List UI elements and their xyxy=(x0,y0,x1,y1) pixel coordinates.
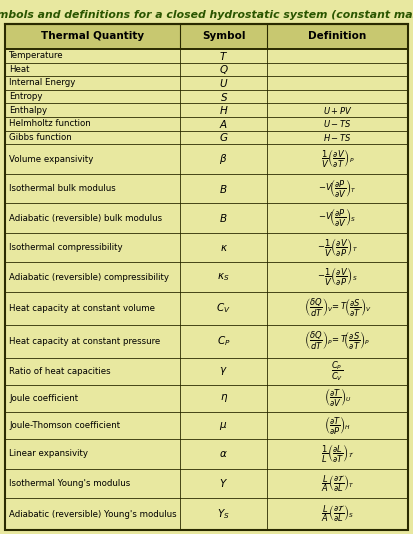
Text: Helmholtz function: Helmholtz function xyxy=(9,119,91,128)
Text: $\kappa_S$: $\kappa_S$ xyxy=(217,271,230,283)
Text: $H$: $H$ xyxy=(219,104,228,116)
Text: Joule-Thomson coefficient: Joule-Thomson coefficient xyxy=(9,421,120,430)
Text: Adiabatic (reversible) compressibility: Adiabatic (reversible) compressibility xyxy=(9,272,169,281)
Text: Heat capacity at constant pressure: Heat capacity at constant pressure xyxy=(9,336,160,345)
Text: $\dfrac{1}{L}\left(\dfrac{\partial L}{\partial T}\right)_{\mathcal{T}}$: $\dfrac{1}{L}\left(\dfrac{\partial L}{\p… xyxy=(320,443,354,465)
Text: $\alpha$: $\alpha$ xyxy=(219,449,228,459)
Bar xyxy=(5,233,408,262)
Text: Isothermal bulk modulus: Isothermal bulk modulus xyxy=(9,184,116,193)
Text: $T$: $T$ xyxy=(219,50,228,62)
Bar xyxy=(5,325,408,358)
Text: $\dfrac{1}{V}\left(\dfrac{\partial V}{\partial T}\right)_P$: $\dfrac{1}{V}\left(\dfrac{\partial V}{\p… xyxy=(320,148,354,170)
Text: Gibbs function: Gibbs function xyxy=(9,133,72,142)
Text: $B$: $B$ xyxy=(219,183,228,194)
Bar xyxy=(5,76,408,90)
Text: Enthalpy: Enthalpy xyxy=(9,106,47,115)
Bar xyxy=(5,144,408,174)
Text: $\gamma$: $\gamma$ xyxy=(219,365,228,377)
Text: Ratio of heat capacities: Ratio of heat capacities xyxy=(9,367,111,375)
Text: $-\dfrac{1}{V}\left(\dfrac{\partial V}{\partial P}\right)_S$: $-\dfrac{1}{V}\left(\dfrac{\partial V}{\… xyxy=(317,266,358,288)
Text: $S$: $S$ xyxy=(219,91,228,103)
Text: Temperature: Temperature xyxy=(9,51,64,60)
Text: $\dfrac{C_P}{C_V}$: $\dfrac{C_P}{C_V}$ xyxy=(331,359,344,383)
Bar xyxy=(5,439,408,469)
Text: Linear expansivity: Linear expansivity xyxy=(9,450,88,459)
Text: $-V\!\left(\dfrac{\partial P}{\partial V}\right)_S$: $-V\!\left(\dfrac{\partial P}{\partial V… xyxy=(318,207,357,229)
Bar xyxy=(5,131,408,144)
Text: Isothermal compressibility: Isothermal compressibility xyxy=(9,243,123,252)
Bar xyxy=(5,117,408,131)
Text: Symbol: Symbol xyxy=(202,32,245,42)
Text: $B$: $B$ xyxy=(219,212,228,224)
Text: $\mu$: $\mu$ xyxy=(219,420,228,431)
Bar xyxy=(5,385,408,412)
Bar xyxy=(5,262,408,292)
Text: Heat capacity at constant volume: Heat capacity at constant volume xyxy=(9,304,155,313)
Bar xyxy=(5,358,408,385)
Bar xyxy=(5,469,408,498)
Text: $U + PV$: $U + PV$ xyxy=(323,105,352,116)
Text: $Q$: $Q$ xyxy=(219,63,228,76)
Bar xyxy=(5,412,408,439)
Text: $-\dfrac{1}{V}\left(\dfrac{\partial V}{\partial P}\right)_T$: $-\dfrac{1}{V}\left(\dfrac{\partial V}{\… xyxy=(317,237,358,258)
Bar xyxy=(5,203,408,233)
Text: $U - TS$: $U - TS$ xyxy=(323,119,352,129)
Text: Heat: Heat xyxy=(9,65,29,74)
Text: $\beta$: $\beta$ xyxy=(219,152,228,166)
Text: $U$: $U$ xyxy=(219,77,228,89)
Text: $\kappa$: $\kappa$ xyxy=(220,242,228,253)
Text: Definition: Definition xyxy=(309,32,367,42)
Bar xyxy=(5,104,408,117)
Text: $C_P$: $C_P$ xyxy=(217,334,230,348)
Bar xyxy=(5,24,408,49)
Text: $\eta$: $\eta$ xyxy=(220,392,228,404)
Text: $\left(\dfrac{\delta Q}{dT}\right)_P\!=T\!\left(\dfrac{\partial S}{\partial T}\r: $\left(\dfrac{\delta Q}{dT}\right)_P\!=T… xyxy=(304,330,371,352)
Bar xyxy=(5,292,408,325)
Text: Joule coefficient: Joule coefficient xyxy=(9,394,78,403)
Bar xyxy=(5,62,408,76)
Text: Internal Energy: Internal Energy xyxy=(9,78,76,88)
Text: $Y_S$: $Y_S$ xyxy=(217,507,230,521)
Text: $-V\!\left(\dfrac{\partial P}{\partial V}\right)_T$: $-V\!\left(\dfrac{\partial P}{\partial V… xyxy=(318,177,357,200)
Text: $\left(\dfrac{\partial T}{\partial P}\right)_H$: $\left(\dfrac{\partial T}{\partial P}\ri… xyxy=(324,414,351,437)
Text: $\dfrac{L}{A}\left(\dfrac{\partial \mathcal{T}}{\partial L}\right)_T$: $\dfrac{L}{A}\left(\dfrac{\partial \math… xyxy=(321,473,354,494)
Text: Adiabatic (reversible) Young's modulus: Adiabatic (reversible) Young's modulus xyxy=(9,509,177,519)
Text: Symbols and definitions for a closed hydrostatic system (constant mass): Symbols and definitions for a closed hyd… xyxy=(0,10,413,20)
Text: $Y$: $Y$ xyxy=(219,477,228,490)
Text: $C_V$: $C_V$ xyxy=(216,301,231,315)
Text: $\left(\dfrac{\partial T}{\partial V}\right)_U$: $\left(\dfrac{\partial T}{\partial V}\ri… xyxy=(324,387,351,410)
Text: $A$: $A$ xyxy=(219,118,228,130)
Bar xyxy=(5,90,408,104)
Text: $H - TS$: $H - TS$ xyxy=(323,132,352,143)
Text: Volume expansivity: Volume expansivity xyxy=(9,154,93,163)
Text: $\dfrac{L}{A}\left(\dfrac{\partial \mathcal{T}}{\partial L}\right)_S$: $\dfrac{L}{A}\left(\dfrac{\partial \math… xyxy=(321,504,354,524)
Text: Isothermal Young's modulus: Isothermal Young's modulus xyxy=(9,479,130,488)
Text: $G$: $G$ xyxy=(219,131,228,144)
Bar xyxy=(5,49,408,62)
Bar xyxy=(5,498,408,530)
Bar xyxy=(5,174,408,203)
Text: Adiabatic (reversible) bulk modulus: Adiabatic (reversible) bulk modulus xyxy=(9,214,162,223)
Text: Thermal Quantity: Thermal Quantity xyxy=(41,32,144,42)
Text: $\left(\dfrac{\delta Q}{dT}\right)_V\!=T\!\left(\dfrac{\partial S}{\partial T}\r: $\left(\dfrac{\delta Q}{dT}\right)_V\!=T… xyxy=(304,297,371,319)
Text: Entropy: Entropy xyxy=(9,92,43,101)
